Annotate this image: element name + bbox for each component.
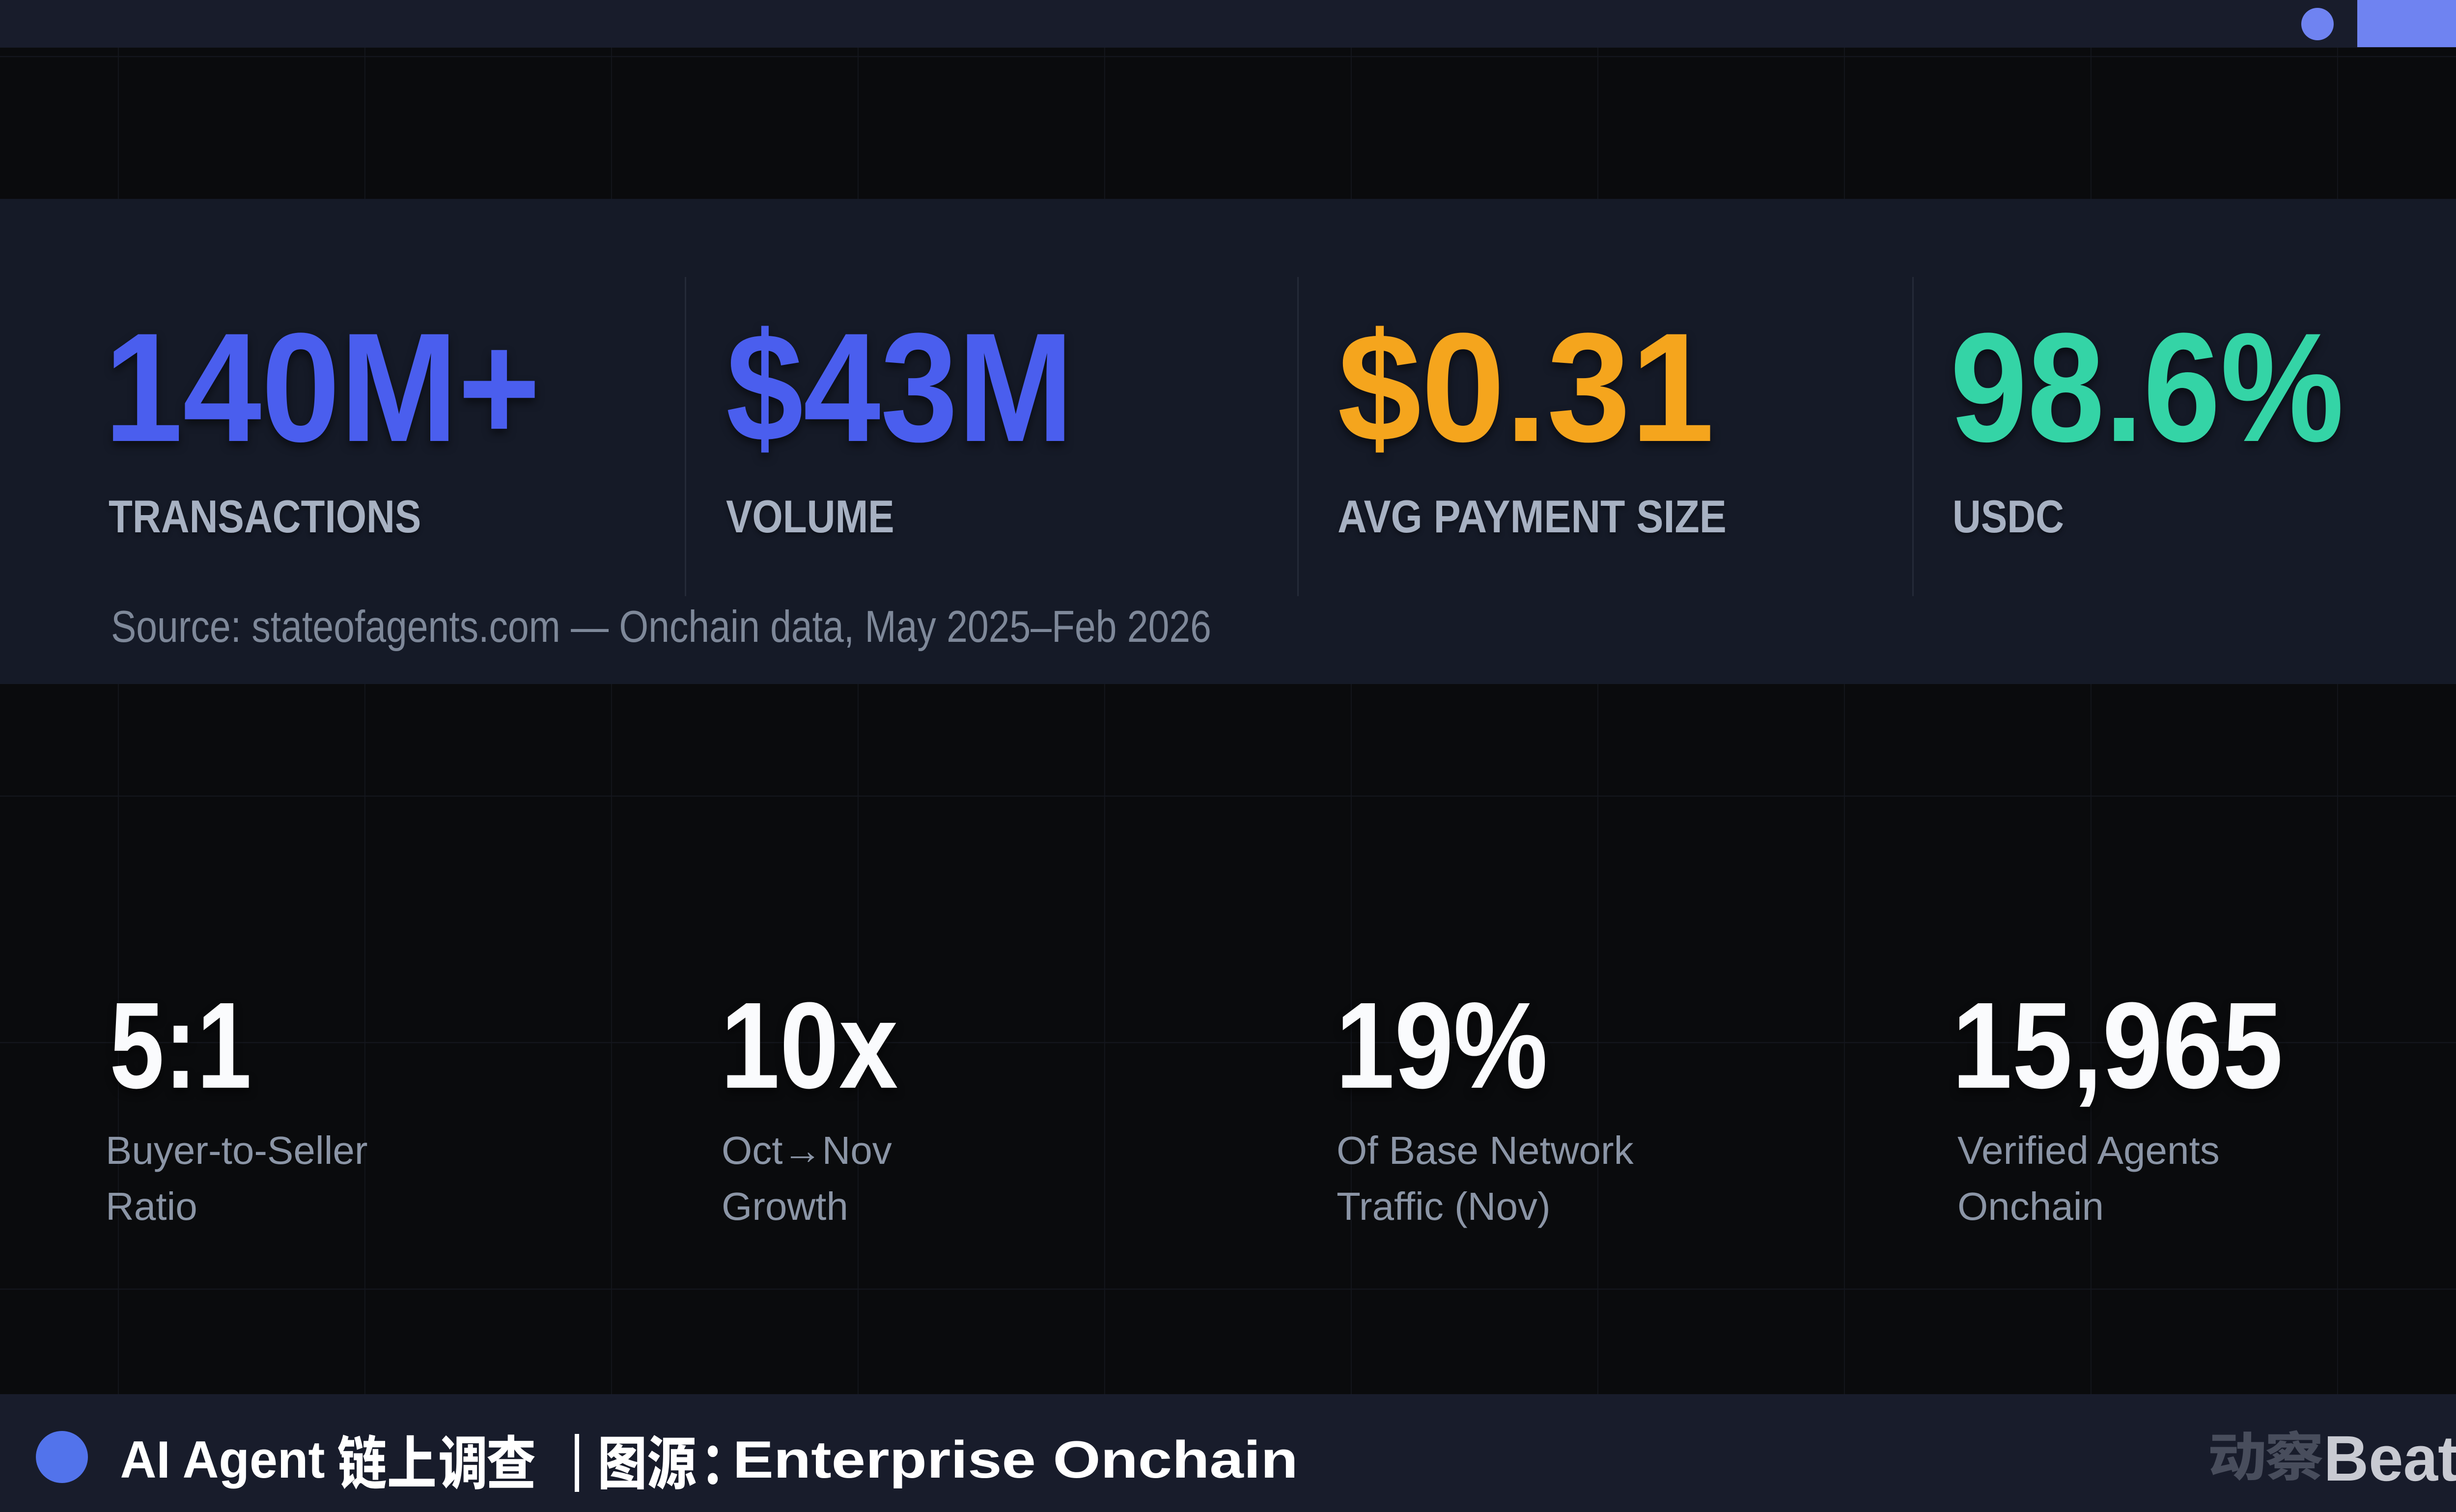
svg-text:Beating: Beating (2324, 1422, 2456, 1494)
svg-text:AI Agent: AI Agent (120, 1430, 325, 1489)
svg-text:Enterprise Onchain: Enterprise Onchain (733, 1430, 1298, 1489)
